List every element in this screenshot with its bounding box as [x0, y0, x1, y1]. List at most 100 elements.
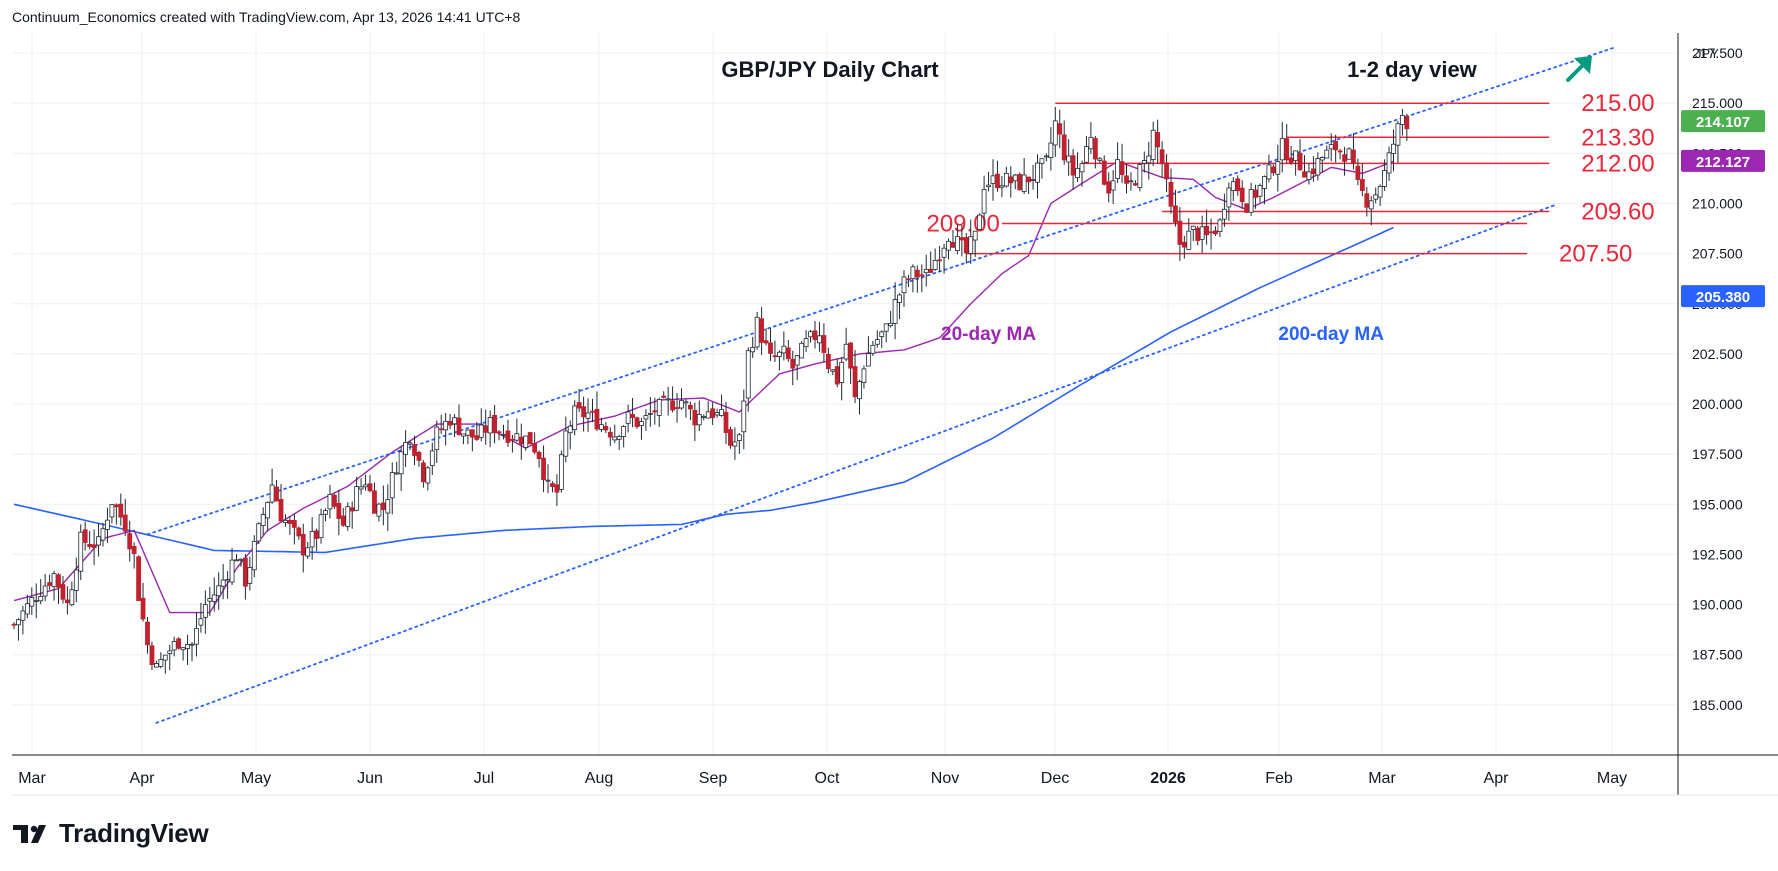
candle [1222, 193, 1227, 227]
candle [777, 350, 782, 371]
candle [981, 175, 987, 226]
candle-body [1284, 138, 1290, 161]
candle-body [1079, 163, 1085, 173]
ma-annotation: 200-day MA [1278, 324, 1384, 345]
view-label: 1-2 day view [1347, 57, 1478, 82]
candle [857, 379, 862, 415]
candle-body [82, 529, 88, 543]
candle-body [981, 188, 987, 214]
candle [768, 328, 773, 362]
candle [1226, 182, 1232, 221]
candle-body [452, 417, 457, 425]
candle-body [478, 424, 484, 438]
candle-body [514, 433, 520, 441]
candle-body [1088, 136, 1094, 150]
candle-body [483, 425, 489, 433]
candle [447, 413, 453, 430]
candle [260, 507, 266, 535]
channel-upper-line [146, 46, 1617, 536]
candle-body [153, 663, 159, 668]
candle-body [1052, 120, 1058, 146]
candle [1070, 149, 1076, 191]
candle-body [1195, 227, 1201, 241]
candle-body [487, 417, 493, 434]
candle-body [585, 412, 591, 419]
grid [12, 33, 1678, 755]
tradingview-logo[interactable]: TradingView [13, 818, 209, 849]
candle-body [1337, 150, 1343, 153]
candle [38, 579, 44, 605]
candle [443, 413, 449, 446]
candle [127, 520, 133, 562]
candle-body [630, 414, 635, 419]
candle [906, 274, 911, 288]
candle-body [919, 274, 925, 277]
candle-body [1012, 174, 1018, 182]
y-tick-label: 202.500 [1692, 346, 1743, 362]
candle [1395, 120, 1401, 164]
candle-body [1262, 176, 1267, 189]
moving-averages [13, 160, 1394, 614]
candle [941, 243, 947, 274]
candle [340, 508, 346, 527]
x-tick-label: Apr [130, 770, 156, 787]
candle [977, 213, 983, 230]
candle [87, 530, 93, 550]
candle-body [1222, 208, 1227, 220]
candle [1115, 142, 1120, 183]
candle-body [665, 398, 671, 401]
candle [590, 398, 595, 423]
candle-body [140, 597, 146, 620]
candle-body [1270, 166, 1276, 174]
candle-body [331, 494, 337, 507]
candle-body [1213, 230, 1218, 235]
candle [211, 577, 217, 612]
candle [1337, 148, 1343, 160]
candle-body [385, 499, 391, 514]
candle [910, 264, 916, 293]
candle-body [590, 410, 595, 413]
candle [1235, 175, 1241, 196]
candle-body [42, 585, 48, 597]
chart-title: GBP/JPY Daily Chart [721, 57, 939, 82]
candle [946, 238, 951, 260]
candle-body [327, 494, 333, 510]
candle-body [839, 361, 845, 383]
candle [305, 541, 311, 559]
candle-body [932, 259, 938, 270]
candle-body [358, 486, 364, 490]
candle [483, 409, 489, 445]
candle-body [848, 342, 853, 369]
candle-body [1190, 225, 1196, 230]
x-tick-label: 2026 [1150, 770, 1186, 787]
candle [594, 391, 600, 432]
candle [158, 652, 164, 669]
candle [229, 547, 235, 586]
candle-body [625, 411, 631, 424]
candle [825, 347, 831, 374]
candle-body [380, 502, 386, 510]
candle [1052, 106, 1058, 157]
candle-body [434, 426, 440, 451]
candle-body [296, 527, 302, 537]
candle [438, 414, 444, 435]
candle-body [1288, 157, 1294, 164]
candle [16, 618, 21, 641]
candle-body [719, 409, 724, 416]
candle [1400, 108, 1405, 136]
candle-body [1346, 148, 1352, 160]
candle [1404, 113, 1410, 141]
candle-body [955, 236, 960, 251]
candle-body [474, 435, 480, 440]
price-tag-label: 212.127 [1696, 154, 1750, 171]
y-tick-label: 190.000 [1692, 597, 1743, 613]
candle-body [1030, 179, 1036, 181]
candle-body [33, 600, 39, 602]
candle-body [1017, 173, 1023, 191]
candle [723, 401, 729, 445]
candle [349, 501, 355, 529]
candle [656, 397, 662, 427]
candle-body [1400, 114, 1405, 125]
candle [1262, 175, 1267, 205]
candle [56, 573, 61, 604]
